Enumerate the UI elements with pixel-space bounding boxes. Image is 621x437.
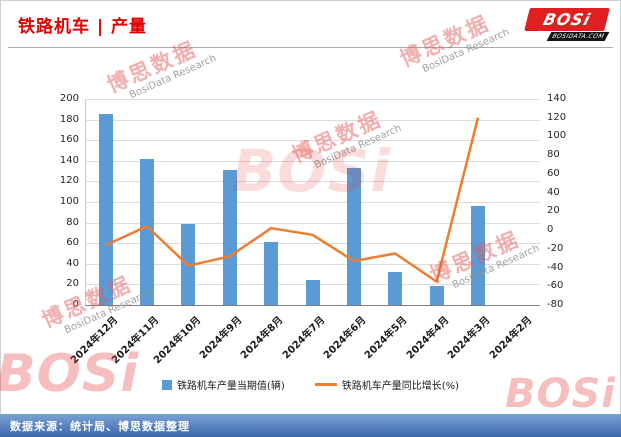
y-axis-tick-right: 60	[547, 167, 560, 179]
x-axis-label: 2024年3月	[446, 314, 493, 362]
legend-swatch-line	[314, 383, 337, 386]
chart-legend: 铁路机车产量当期值(辆) 铁路机车产量同比增长(%)	[0, 377, 621, 392]
y-axis-tick-left: 80	[66, 216, 79, 228]
y-axis-tick-right: -40	[547, 261, 564, 273]
x-axis-label: 2024年7月	[280, 314, 328, 362]
y-axis-tick-left: 20	[66, 278, 79, 290]
x-axis-label: 2024年9月	[197, 314, 245, 362]
y-axis-tick-left: 0	[72, 299, 79, 310]
y-axis-tick-left: 60	[66, 237, 79, 249]
x-axis-label: 2024年6月	[321, 314, 369, 362]
bar	[222, 170, 237, 305]
gridline	[85, 222, 540, 224]
bar	[98, 114, 113, 305]
legend-item-line: 铁路机车产量同比增长(%)	[314, 377, 460, 392]
y-axis-tick-left: 180	[59, 113, 79, 125]
y-axis-tick-right: 100	[547, 130, 567, 142]
x-axis-label: 2024年5月	[363, 314, 410, 362]
y-axis-tick-right: 0	[547, 224, 554, 236]
gridline	[85, 263, 540, 265]
bar	[429, 286, 444, 305]
y-axis-tick-right: 20	[547, 205, 560, 217]
data-source: 数据来源：统计局、博思数据整理	[10, 419, 190, 433]
gridline	[85, 99, 540, 100]
y-axis-tick-right: -80	[547, 299, 564, 310]
footer-bar: 数据来源：统计局、博思数据整理	[0, 414, 621, 437]
gridline	[85, 243, 540, 245]
page-title: 铁路机车 | 产量	[18, 17, 148, 37]
x-axis-label: 2024年4月	[404, 314, 452, 362]
gridline	[85, 181, 540, 183]
y-axis-tick-left: 140	[59, 154, 79, 166]
y-axis-tick-right: 80	[547, 149, 560, 161]
legend-label-line: 铁路机车产量同比增长(%)	[341, 381, 460, 392]
bar	[140, 158, 155, 305]
y-axis-tick-right: -60	[547, 280, 564, 292]
bar	[388, 272, 403, 305]
x-axis-label: 2024年2月	[487, 314, 534, 362]
bar	[264, 242, 279, 305]
header-divider	[8, 47, 613, 48]
line-series	[105, 117, 480, 283]
bar	[305, 280, 320, 305]
bar	[470, 206, 485, 305]
y-axis-tick-right: 140	[547, 93, 567, 104]
y-axis-tick-right: 120	[547, 111, 567, 123]
y-axis-tick-right: 40	[547, 186, 560, 198]
gridline	[85, 202, 540, 203]
y-axis-tick-left: 40	[66, 257, 79, 269]
gridline	[85, 119, 540, 121]
gridline	[85, 305, 540, 306]
y-axis-tick-left: 160	[59, 134, 79, 146]
legend-item-bar: 铁路机车产量当期值(辆)	[161, 377, 285, 392]
x-axis-label: 2024年8月	[239, 314, 286, 362]
gridline	[85, 140, 540, 142]
y-axis-tick-right: -20	[547, 242, 564, 254]
bar	[346, 168, 361, 305]
gridline	[85, 160, 540, 162]
legend-label-bar: 铁路机车产量当期值(辆)	[176, 381, 285, 392]
y-axis-tick-left: 200	[59, 93, 79, 104]
legend-swatch-bar	[161, 379, 172, 390]
y-axis-tick-left: 120	[59, 175, 79, 187]
y-axis-tick-left: 100	[59, 196, 79, 207]
